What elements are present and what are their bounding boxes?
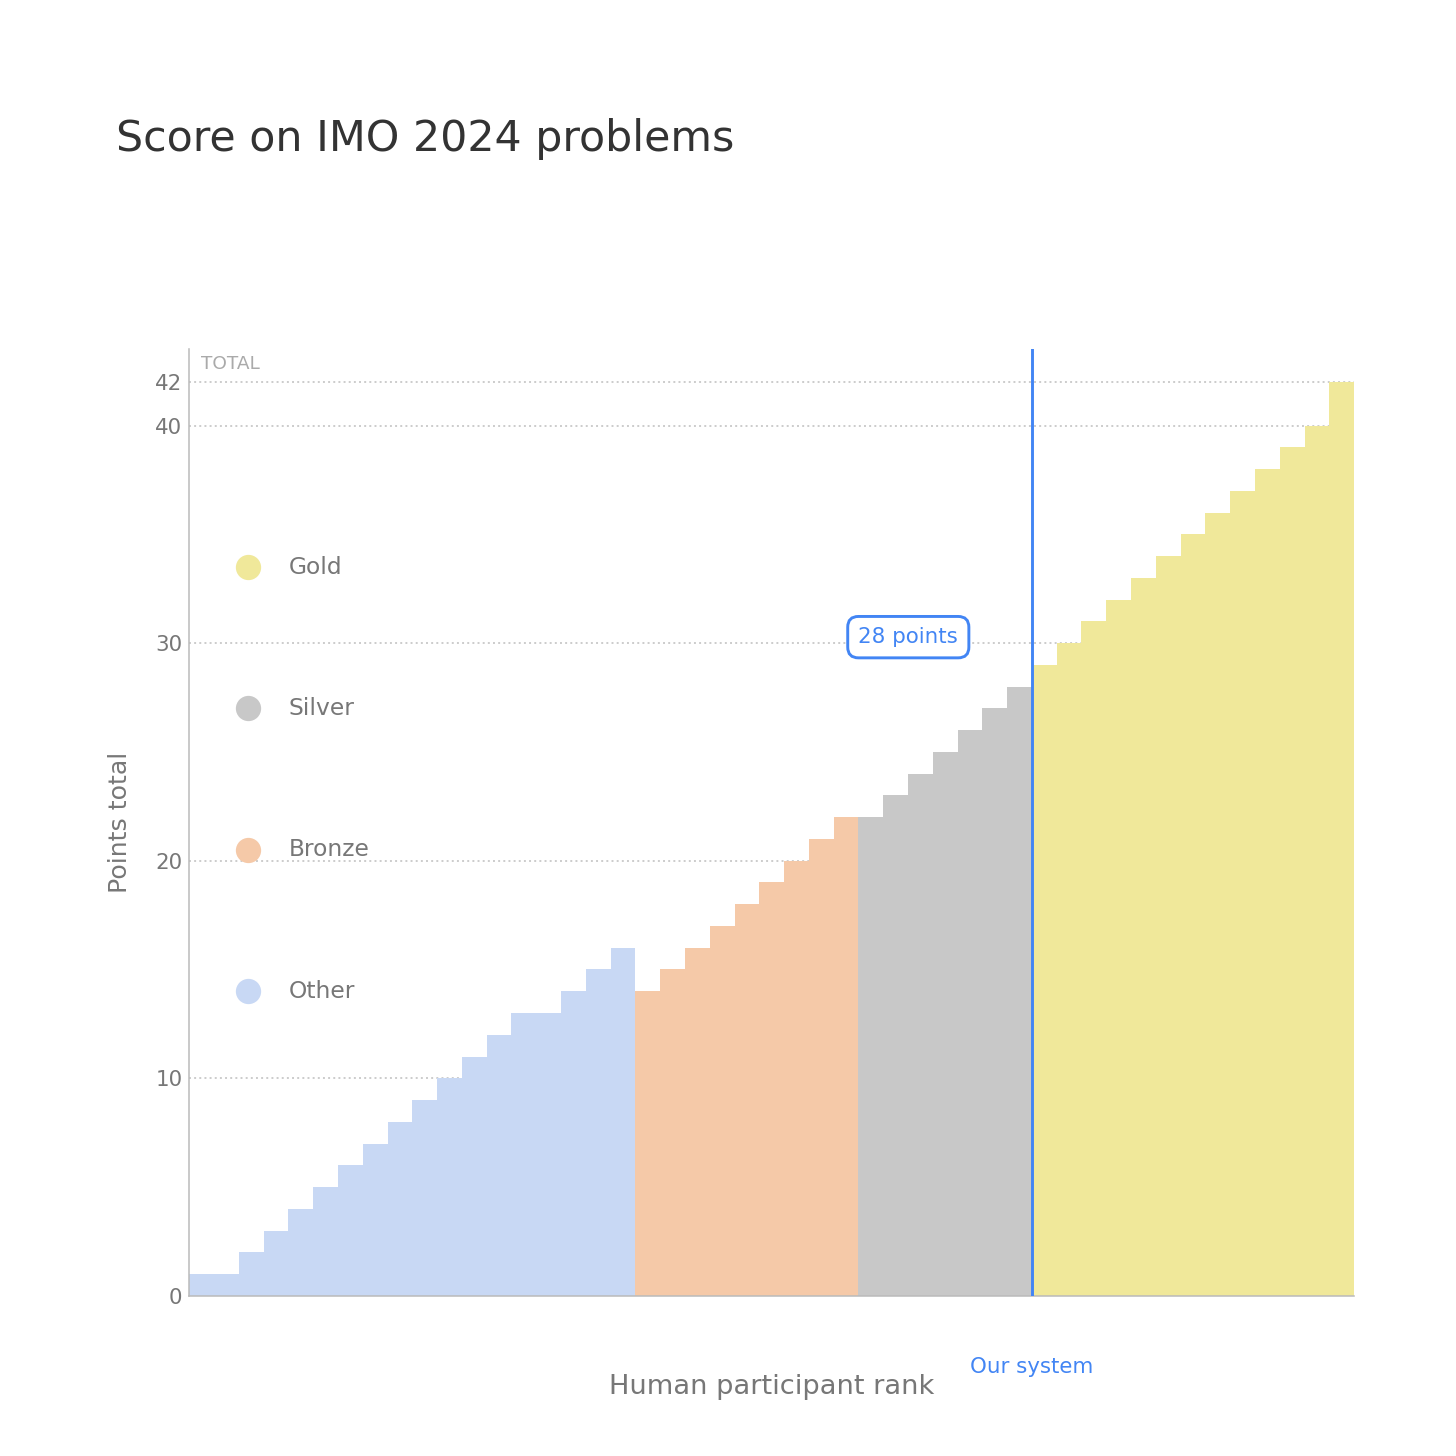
Bar	[660, 970, 684, 1296]
Bar	[1032, 665, 1057, 1296]
Bar	[561, 992, 585, 1296]
Bar	[1329, 381, 1354, 1296]
Y-axis label: Points total: Points total	[108, 751, 132, 894]
Bar	[1255, 469, 1280, 1296]
Bar	[313, 1187, 338, 1296]
Text: 28 points: 28 points	[859, 628, 958, 646]
Bar	[635, 992, 660, 1296]
Bar	[1008, 687, 1032, 1296]
Bar	[214, 1274, 239, 1296]
Bar	[610, 948, 635, 1296]
Bar	[810, 839, 834, 1296]
Text: Other: Other	[288, 980, 355, 1003]
Bar	[684, 948, 709, 1296]
Bar	[834, 817, 859, 1296]
Bar	[785, 860, 810, 1296]
Bar	[933, 751, 958, 1296]
Bar	[1206, 513, 1230, 1296]
Bar	[859, 817, 884, 1296]
Bar	[462, 1057, 486, 1296]
Bar	[1057, 644, 1082, 1296]
Bar	[734, 904, 759, 1296]
Bar	[585, 970, 610, 1296]
Text: Bronze: Bronze	[288, 839, 370, 862]
Bar	[239, 1252, 264, 1296]
Bar	[1305, 425, 1329, 1296]
Text: TOTAL: TOTAL	[201, 355, 259, 373]
Bar	[909, 773, 933, 1296]
Bar	[983, 709, 1008, 1296]
Bar	[363, 1143, 387, 1296]
Bar	[759, 882, 785, 1296]
Bar	[338, 1165, 363, 1296]
Bar	[884, 795, 909, 1296]
Bar	[486, 1035, 511, 1296]
X-axis label: Human participant rank: Human participant rank	[609, 1373, 935, 1399]
Text: Score on IMO 2024 problems: Score on IMO 2024 problems	[116, 118, 735, 160]
Bar	[412, 1101, 437, 1296]
Bar	[958, 729, 983, 1296]
Bar	[1230, 491, 1255, 1296]
Bar	[511, 1013, 536, 1296]
Bar	[536, 1013, 561, 1296]
Bar	[264, 1230, 288, 1296]
Text: Gold: Gold	[288, 556, 342, 578]
Bar	[1156, 556, 1181, 1296]
Bar	[1107, 600, 1131, 1296]
Bar	[1181, 534, 1206, 1296]
Bar	[1280, 447, 1305, 1296]
Bar	[387, 1121, 412, 1296]
Bar	[1082, 622, 1107, 1296]
Bar	[189, 1274, 214, 1296]
Bar	[437, 1079, 462, 1296]
Bar	[288, 1208, 313, 1296]
Bar	[1131, 578, 1156, 1296]
Bar	[709, 926, 734, 1296]
Text: Our system: Our system	[970, 1357, 1093, 1377]
Text: Silver: Silver	[288, 697, 354, 719]
